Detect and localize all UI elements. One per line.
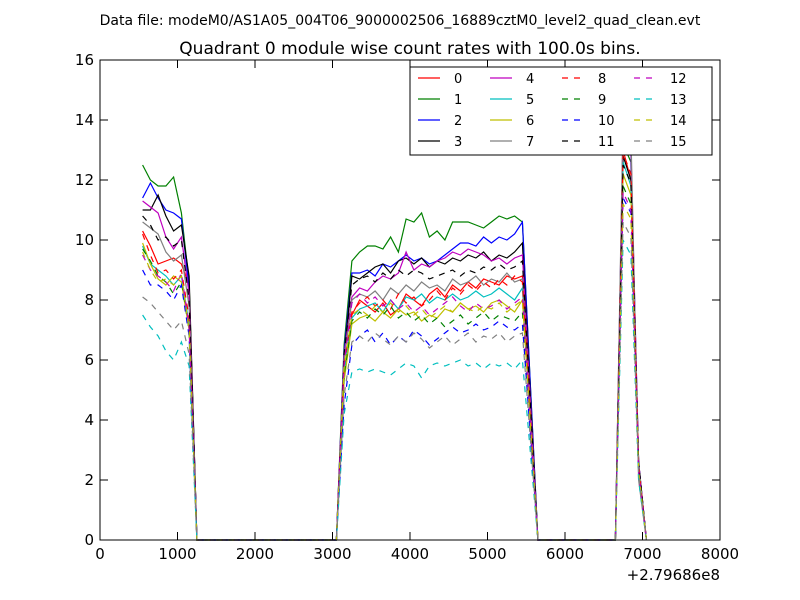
axis-ticks: 0 1000 2000 3000 4000 5000 6000 7000 80000246810… bbox=[75, 51, 739, 563]
y-tick-label: 8 bbox=[84, 291, 94, 309]
y-tick-label: 2 bbox=[84, 471, 94, 489]
legend-label: 0 bbox=[454, 72, 462, 87]
y-tick-label: 10 bbox=[75, 231, 94, 249]
legend-label: 15 bbox=[670, 135, 687, 150]
figure-suptitle: Data file: modeM0/AS1A05_004T06_90000025… bbox=[100, 13, 701, 29]
x-tick-label: 5000 bbox=[468, 545, 506, 563]
legend-label: 14 bbox=[670, 114, 687, 129]
x-tick-label: 1000 bbox=[158, 545, 196, 563]
y-tick-label: 12 bbox=[75, 171, 94, 189]
legend-label: 1 bbox=[454, 93, 462, 108]
y-tick-label: 4 bbox=[84, 411, 94, 429]
x-tick-label: 3000 bbox=[313, 545, 351, 563]
chart-title: Quadrant 0 module wise count rates with … bbox=[179, 39, 640, 59]
x-tick-label: 8000 bbox=[701, 545, 739, 563]
x-tick-label: 6000 bbox=[546, 545, 584, 563]
x-tick-label: 4000 bbox=[391, 545, 429, 563]
legend-box bbox=[409, 66, 713, 156]
x-tick-label: 0 bbox=[95, 545, 105, 563]
legend-label: 7 bbox=[526, 135, 534, 150]
y-tick-label: 6 bbox=[84, 351, 94, 369]
legend-label: 6 bbox=[526, 114, 534, 129]
x-tick-label: 2000 bbox=[236, 545, 274, 563]
legend-label: 10 bbox=[598, 114, 615, 129]
legend-label: 5 bbox=[526, 93, 534, 108]
legend-label: 3 bbox=[454, 135, 462, 150]
y-tick-label: 14 bbox=[75, 111, 94, 129]
x-tick-label: 7000 bbox=[623, 545, 661, 563]
series-line-15 bbox=[142, 221, 647, 541]
legend-label: 2 bbox=[454, 114, 462, 129]
legend-label: 11 bbox=[598, 135, 615, 150]
legend-label: 12 bbox=[670, 72, 687, 87]
legend-label: 13 bbox=[670, 93, 687, 108]
legend-label: 8 bbox=[598, 72, 606, 87]
axes-frame bbox=[99, 59, 721, 541]
y-tick-label: 16 bbox=[75, 51, 94, 69]
series-line-14 bbox=[142, 203, 647, 541]
legend-label: 4 bbox=[526, 72, 534, 87]
legend-label: 9 bbox=[598, 93, 606, 108]
y-tick-label: 0 bbox=[84, 531, 94, 549]
x-offset-label: +2.79686e8 bbox=[627, 566, 720, 584]
